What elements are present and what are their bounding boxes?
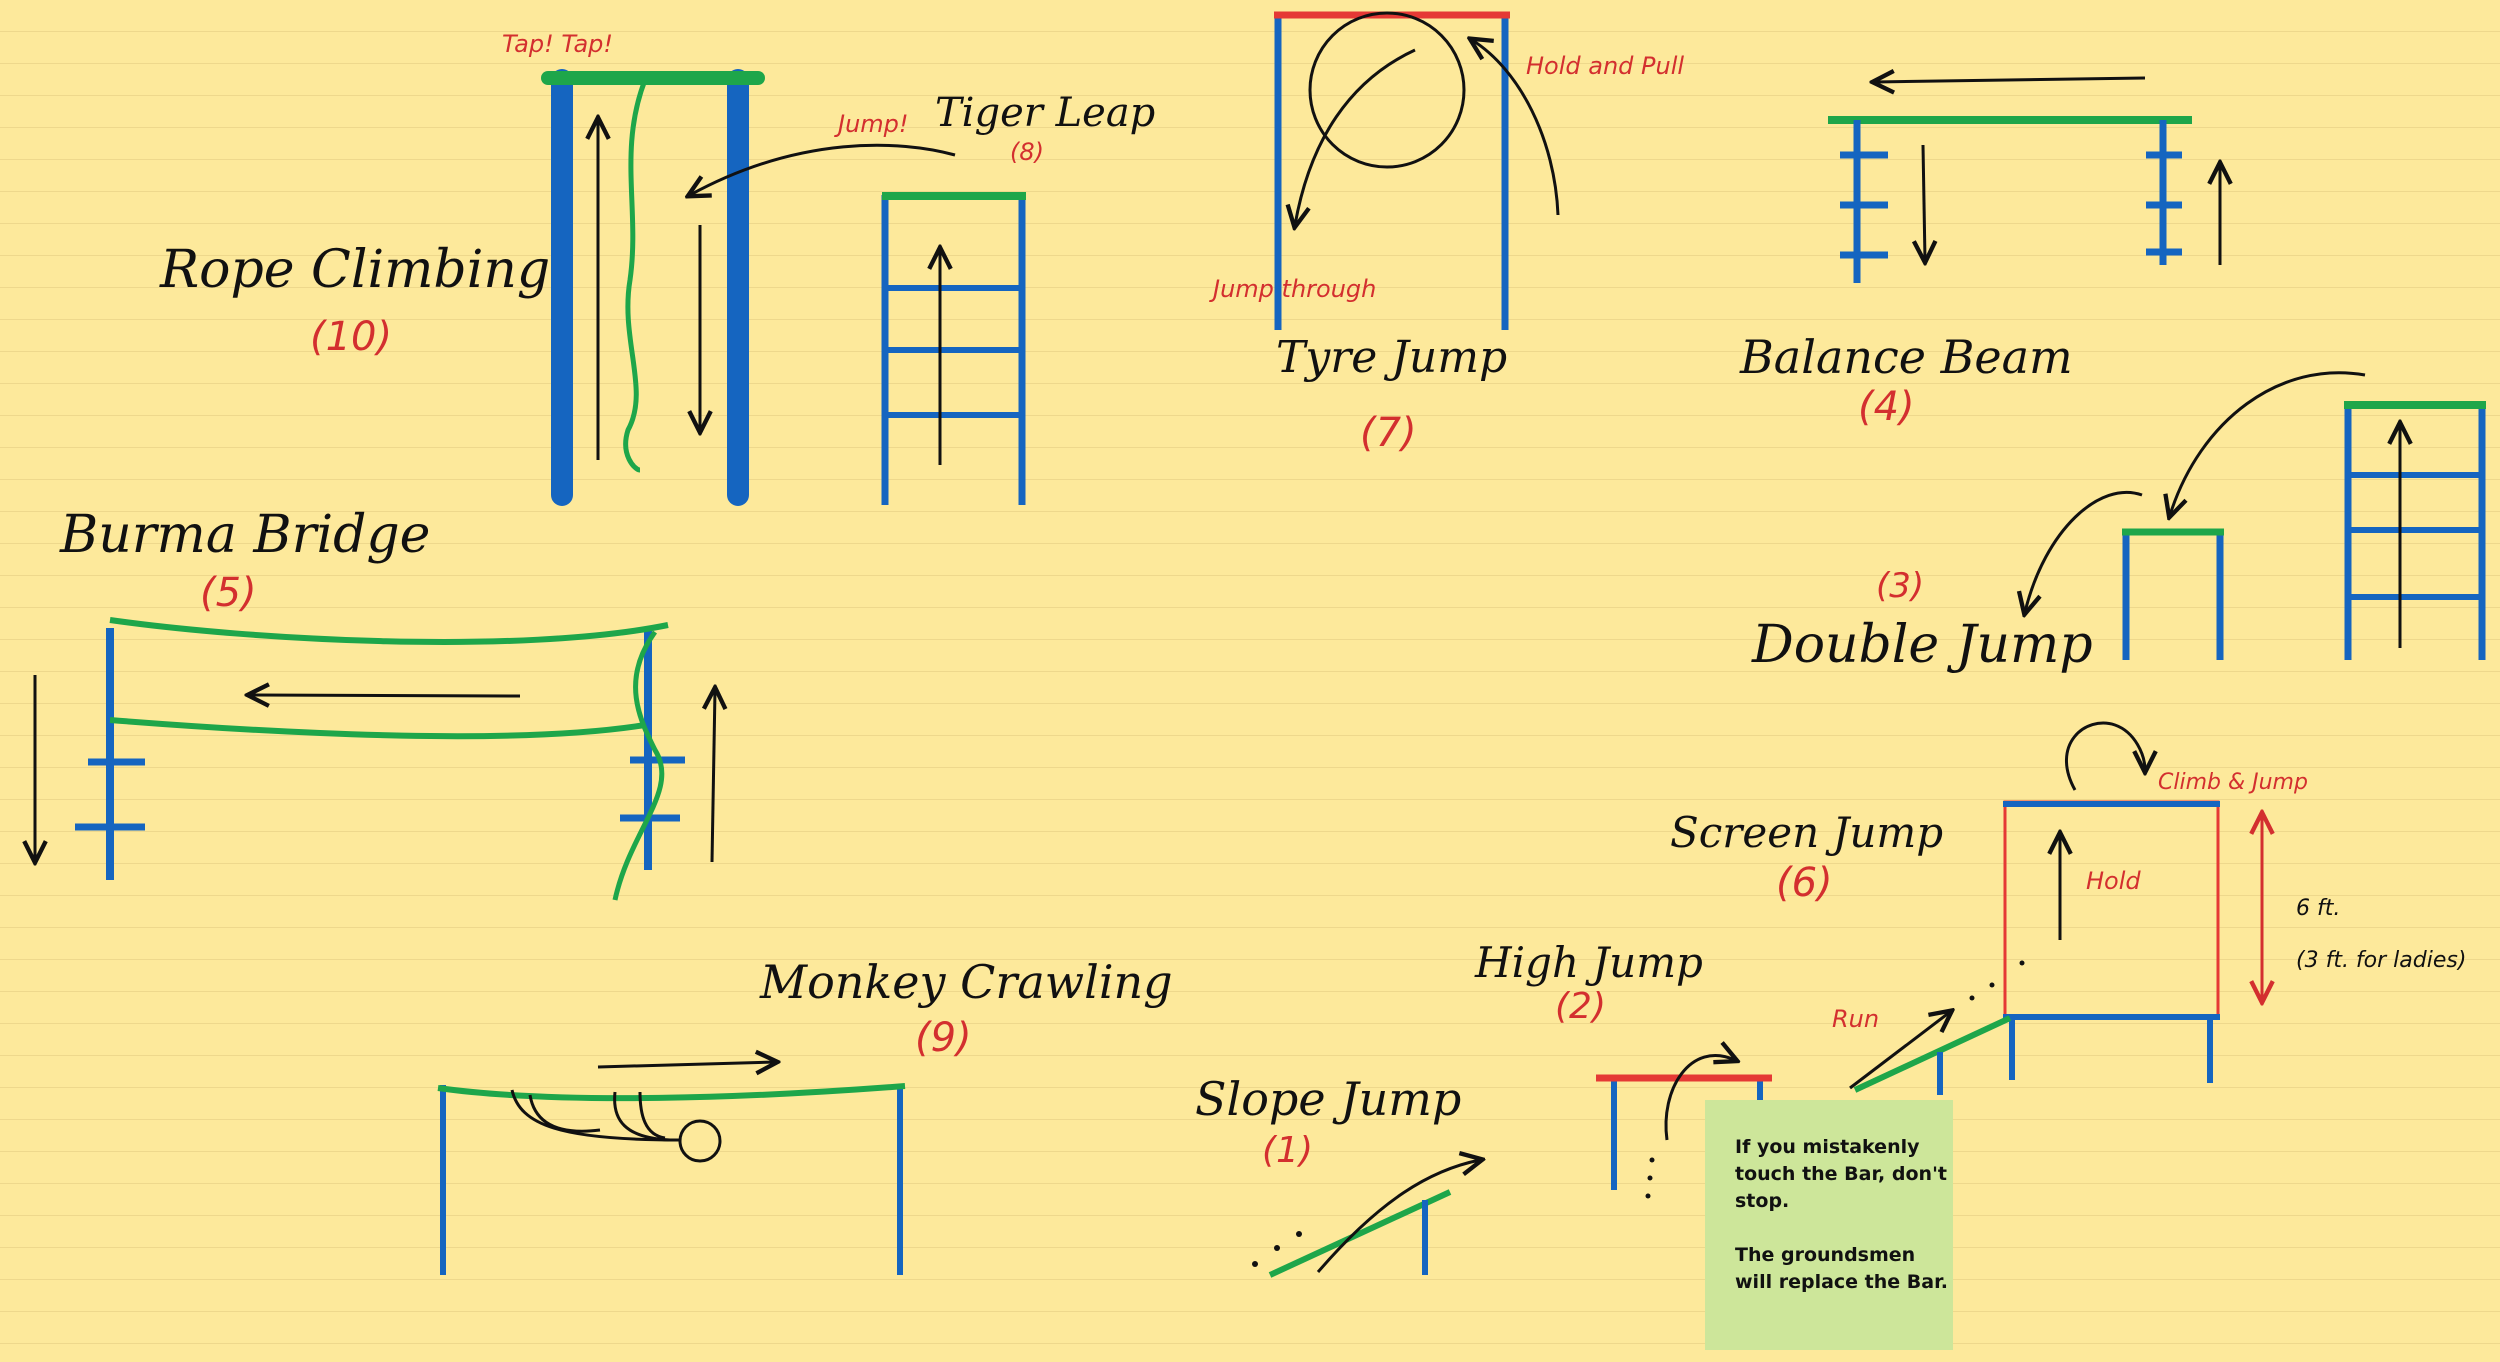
screen-jump-title: Screen Jump <box>1670 808 1944 857</box>
screen-jump-structure <box>1849 721 2262 1095</box>
double-jump-title: Double Jump <box>1752 615 2093 675</box>
slope-jump-number: (1) <box>1262 1130 1313 1171</box>
burma-bridge-number: (5) <box>200 570 257 616</box>
jump-through-label: Jump through <box>1213 275 1377 303</box>
height-label: 6 ft. <box>2296 896 2341 921</box>
slope-jump-structure <box>1252 1160 1480 1278</box>
double-jump-number: (3) <box>1876 566 1925 606</box>
rope-climbing-number: (10) <box>310 314 393 360</box>
burma-bridge-structure <box>35 617 715 901</box>
tyre-jump-title: Tyre Jump <box>1276 332 1508 383</box>
ladies-height-label: (3 ft. for ladies) <box>2296 948 2467 973</box>
burma-bridge-title: Burma Bridge <box>60 505 431 565</box>
tyre-jump-number: (7) <box>1360 410 1417 456</box>
rope-climbing-structure <box>541 69 956 506</box>
balance-beam-title: Balance Beam <box>1740 330 2073 384</box>
monkey-crawling-number: (9) <box>915 1015 972 1061</box>
hold-and-pull-label: Hold and Pull <box>1526 52 1685 80</box>
rope-climbing-title: Rope Climbing <box>160 240 551 300</box>
tiger-leap-ladder <box>881 192 1026 505</box>
note-line-1: If you mistakenly touch the Bar, don't s… <box>1735 1136 1947 1212</box>
monkey-crawling-title: Monkey Crawling <box>760 955 1173 1009</box>
tyre-jump-structure <box>1274 11 1560 330</box>
climb-jump-label: Climb & Jump <box>2158 770 2308 795</box>
tap-label: Tap! Tap! <box>502 30 614 58</box>
double-jump-structure <box>2025 371 2486 660</box>
sticky-note: If you mistakenly touch the Bar, don't s… <box>1705 1100 1953 1350</box>
slope-jump-title: Slope Jump <box>1195 1072 1462 1126</box>
balance-beam-structure <box>1828 78 2220 283</box>
jump-label: Jump! <box>838 110 909 138</box>
high-jump-title: High Jump <box>1475 938 1703 987</box>
monkey-crawling-structure <box>437 1062 906 1275</box>
high-jump-number: (2) <box>1555 986 1606 1027</box>
run-label: Run <box>1832 1005 1880 1033</box>
tiger-leap-title: Tiger Leap <box>935 90 1156 136</box>
high-jump-structure <box>1596 1055 1772 1199</box>
note-line-2: The groundsmen will replace the Bar. <box>1735 1244 1948 1293</box>
tiger-leap-number: (8) <box>1010 138 1044 166</box>
hold-label: Hold <box>2086 867 2141 895</box>
screen-jump-number: (6) <box>1776 860 1833 906</box>
balance-beam-number: (4) <box>1858 384 1915 430</box>
